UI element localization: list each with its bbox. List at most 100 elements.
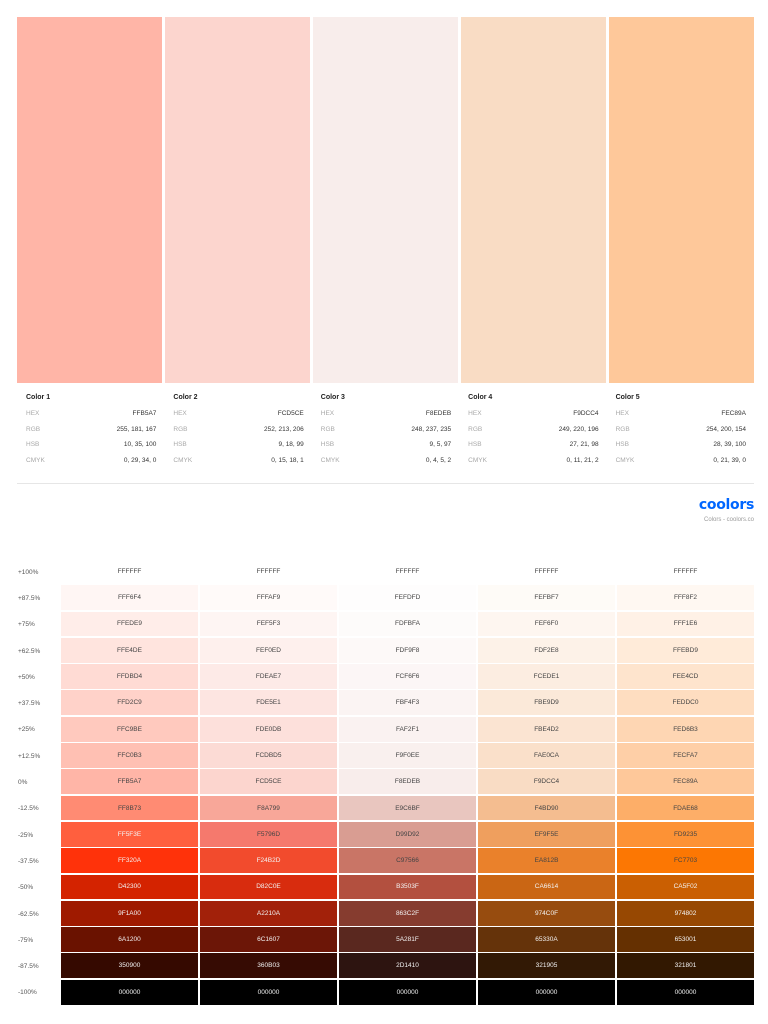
hex-value[interactable]: F9DCC4 <box>573 410 599 417</box>
shade-cell[interactable]: FFFFFF <box>617 559 754 584</box>
shade-cell[interactable]: 2D1410 <box>339 953 476 979</box>
shade-cell[interactable]: FFFAF9 <box>200 585 337 611</box>
shade-cell[interactable]: 360B03 <box>200 953 337 979</box>
shade-cell[interactable]: FF5F3E <box>61 821 198 847</box>
shade-cell[interactable]: F9DCC4 <box>478 769 615 795</box>
shade-cell[interactable]: FCEDE1 <box>478 664 615 689</box>
shade-cell[interactable]: FFB5A7 <box>61 769 198 795</box>
shade-cell[interactable]: CA6614 <box>478 874 615 900</box>
rgb-value[interactable]: 255, 181, 167 <box>116 425 157 433</box>
cmyk-value[interactable]: 0, 21, 39, 0 <box>713 456 746 464</box>
shade-cell[interactable]: FCF6F6 <box>339 664 476 689</box>
shade-cell[interactable]: FEF6F0 <box>478 611 615 637</box>
shade-cell[interactable]: 9F1A00 <box>61 900 198 926</box>
shade-cell[interactable]: D99D92 <box>339 821 476 847</box>
shade-cell[interactable]: FF320A <box>61 848 198 874</box>
shade-cell[interactable]: EF9F5E <box>478 821 615 847</box>
shade-cell[interactable]: FFFFFF <box>478 559 615 584</box>
shade-cell[interactable]: FF8B73 <box>61 795 198 821</box>
hsb-value[interactable]: 9, 18, 99 <box>278 441 304 448</box>
shade-cell[interactable]: F9F0EE <box>339 743 476 768</box>
hex-value[interactable]: FCD5CE <box>277 410 304 417</box>
shade-cell[interactable]: FFE4DE <box>61 637 198 663</box>
shade-cell[interactable]: B3503F <box>339 874 476 900</box>
shade-cell[interactable]: 000000 <box>478 979 615 1005</box>
shade-cell[interactable]: FFEBD9 <box>617 637 754 663</box>
shade-cell[interactable]: F24B2D <box>200 848 337 874</box>
cmyk-value[interactable]: 0, 11, 21, 2 <box>566 456 599 464</box>
rgb-value[interactable]: 248, 237, 235 <box>411 425 452 433</box>
shade-cell[interactable]: FFFFFF <box>61 559 198 584</box>
cmyk-value[interactable]: 0, 29, 34, 0 <box>123 456 157 464</box>
shade-cell[interactable]: FFF6F4 <box>61 585 198 611</box>
shade-cell[interactable]: FDAE68 <box>617 795 754 821</box>
shade-cell[interactable]: FBE9D9 <box>478 690 615 716</box>
cmyk-value[interactable]: 0, 15, 18, 1 <box>271 456 304 464</box>
rgb-value[interactable]: 249, 220, 196 <box>558 425 599 433</box>
shade-cell[interactable]: 000000 <box>61 979 198 1005</box>
shade-cell[interactable]: FD9235 <box>617 821 754 847</box>
hsb-value[interactable]: 9, 5, 97 <box>429 441 452 448</box>
shade-cell[interactable]: FED6B3 <box>617 716 754 742</box>
shade-cell[interactable]: FEF0ED <box>200 637 337 663</box>
shade-cell[interactable]: FDE0DB <box>200 716 337 742</box>
shade-cell[interactable]: FDF9F8 <box>339 637 476 663</box>
shade-cell[interactable]: F8A799 <box>200 795 337 821</box>
shade-cell[interactable]: F4BD90 <box>478 795 615 821</box>
shade-cell[interactable]: 000000 <box>617 979 754 1005</box>
shade-cell[interactable]: FEFDFD <box>339 585 476 611</box>
shade-cell[interactable]: 000000 <box>200 979 337 1005</box>
shade-cell[interactable]: FEFBF7 <box>478 585 615 611</box>
shade-cell[interactable]: F5796D <box>200 821 337 847</box>
shade-cell[interactable]: C97566 <box>339 848 476 874</box>
shade-cell[interactable]: CA5F02 <box>617 874 754 900</box>
shade-cell[interactable]: F8EDEB <box>339 769 476 795</box>
shade-cell[interactable]: FBF4F3 <box>339 690 476 716</box>
shade-cell[interactable]: FAF2F1 <box>339 716 476 742</box>
shade-cell[interactable]: FAE0CA <box>478 743 615 768</box>
cmyk-value[interactable]: 0, 4, 5, 2 <box>425 456 452 464</box>
shade-cell[interactable]: D82C0E <box>200 874 337 900</box>
shade-cell[interactable]: EA812B <box>478 848 615 874</box>
shade-cell[interactable]: FFDBD4 <box>61 664 198 689</box>
color-swatch-1[interactable] <box>17 17 162 383</box>
shade-cell[interactable]: E9C6BF <box>339 795 476 821</box>
shade-cell[interactable]: FCD5CE <box>200 769 337 795</box>
shade-cell[interactable]: FC7703 <box>617 848 754 874</box>
shade-cell[interactable]: FEF5F3 <box>200 611 337 637</box>
shade-cell[interactable]: FEE4CD <box>617 664 754 689</box>
shade-cell[interactable]: 974802 <box>617 900 754 926</box>
shade-cell[interactable]: 321801 <box>617 953 754 979</box>
shade-cell[interactable]: FDEAE7 <box>200 664 337 689</box>
shade-cell[interactable]: 863C2F <box>339 900 476 926</box>
shade-cell[interactable]: FFEDE9 <box>61 611 198 637</box>
shade-cell[interactable]: FDFBFA <box>339 611 476 637</box>
shade-cell[interactable]: 974C0F <box>478 900 615 926</box>
color-swatch-5[interactable] <box>609 17 754 383</box>
hex-value[interactable]: FEC89A <box>721 410 746 417</box>
shade-cell[interactable]: FECFA7 <box>617 743 754 768</box>
shade-cell[interactable]: FDF2E8 <box>478 637 615 663</box>
shade-cell[interactable]: FEDDC0 <box>617 690 754 716</box>
shade-cell[interactable]: D42300 <box>61 874 198 900</box>
shade-cell[interactable]: 321905 <box>478 953 615 979</box>
shade-cell[interactable]: FCDBD5 <box>200 743 337 768</box>
shade-cell[interactable]: FEC89A <box>617 769 754 795</box>
shade-cell[interactable]: FFC9BE <box>61 716 198 742</box>
hsb-value[interactable]: 27, 21, 98 <box>569 441 599 448</box>
hsb-value[interactable]: 28, 39, 100 <box>713 441 746 448</box>
hex-value[interactable]: F8EDEB <box>425 410 452 417</box>
shade-cell[interactable]: FFC0B3 <box>61 743 198 768</box>
rgb-value[interactable]: 252, 213, 206 <box>264 425 304 433</box>
rgb-value[interactable]: 254, 200, 154 <box>706 425 746 433</box>
shade-cell[interactable]: FFFFFF <box>339 559 476 584</box>
hex-value[interactable]: FFB5A7 <box>132 410 157 417</box>
shade-cell[interactable]: FFFFFF <box>200 559 337 584</box>
shade-cell[interactable]: 65330A <box>478 927 615 952</box>
shade-cell[interactable]: FDE5E1 <box>200 690 337 716</box>
shade-cell[interactable]: FFF8F2 <box>617 585 754 611</box>
shade-cell[interactable]: 000000 <box>339 979 476 1005</box>
shade-cell[interactable]: 6C1607 <box>200 927 337 952</box>
shade-cell[interactable]: FFF1E6 <box>617 611 754 637</box>
shade-cell[interactable]: 6A1200 <box>61 927 198 952</box>
